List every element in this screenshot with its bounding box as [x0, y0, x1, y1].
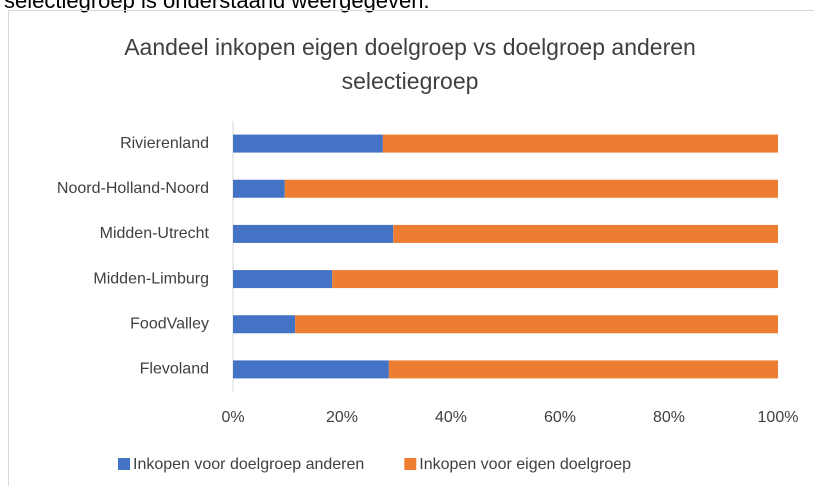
bar-segment [295, 315, 778, 334]
legend-swatch [404, 458, 417, 470]
bar-segment [382, 134, 778, 153]
x-tick-label: 60% [544, 409, 576, 426]
legend-label: Inkopen voor eigen doelgroep [419, 456, 631, 473]
bar-segment [233, 134, 383, 153]
bar-segment [233, 270, 333, 289]
bar-segment [332, 270, 778, 289]
x-tick-label: 0% [221, 409, 244, 426]
legend-swatch [118, 458, 130, 470]
y-tick-label: Midden-Utrecht [100, 225, 210, 242]
bar-segment [284, 179, 778, 198]
y-tick-label: Midden-Limburg [93, 270, 209, 287]
legend-label: Inkopen voor doelgroep anderen [133, 456, 364, 473]
bar-segment [233, 179, 285, 198]
y-tick-label: Rivierenland [120, 135, 209, 152]
y-tick-label: FoodValley [130, 315, 209, 332]
x-tick-label: 20% [326, 409, 358, 426]
bar-segment [393, 224, 778, 243]
bar-segment [233, 360, 389, 379]
y-tick-label: Noord-Holland-Noord [57, 180, 209, 197]
intro-text: selectiegroep is onderstaand weergegeven… [4, 0, 430, 13]
x-tick-label: 80% [653, 409, 685, 426]
chart-title: Aandeel inkopen eigen doelgroep vs doelg… [124, 34, 696, 94]
bar-segment [388, 360, 778, 379]
x-tick-label: 100% [758, 409, 799, 426]
bar-segment [233, 315, 296, 334]
chart-frame [8, 10, 814, 486]
bar-segment [233, 224, 394, 243]
y-tick-label: Flevoland [140, 361, 209, 378]
x-tick-label: 40% [435, 409, 467, 426]
